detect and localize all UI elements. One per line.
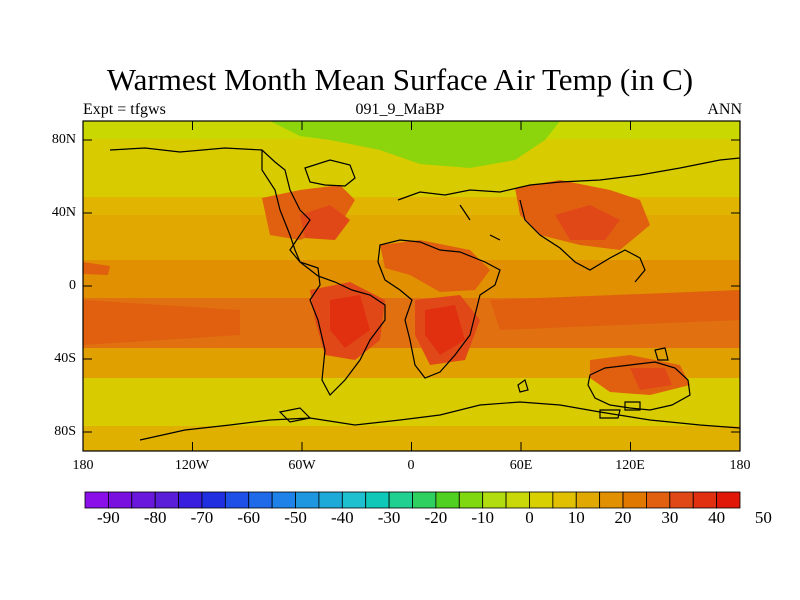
colorbar-label: -10 xyxy=(471,508,494,527)
colorbar-box xyxy=(341,491,367,509)
colorbar-label: 10 xyxy=(567,508,585,527)
australia-outline xyxy=(587,361,691,411)
colorbar-box xyxy=(529,491,554,509)
colorbar-box xyxy=(412,491,437,509)
colorbar-box xyxy=(505,491,530,509)
colorbar-box xyxy=(295,491,320,509)
colorbar-box xyxy=(622,491,647,509)
colorbar-label: -90 xyxy=(97,508,120,527)
y-tick-label: 40S xyxy=(54,351,76,366)
y-tick-label: 80S xyxy=(54,424,76,439)
season-label: ANN xyxy=(707,101,742,118)
colorbar-box xyxy=(178,491,203,509)
colorbar-label: -80 xyxy=(143,508,167,527)
x-tick-label: 0 xyxy=(407,458,415,473)
colorbar-label: -50 xyxy=(284,508,307,527)
y-tick-label: 0 xyxy=(69,278,76,293)
colorbar-box xyxy=(131,491,156,509)
colorbar-box xyxy=(646,491,671,509)
colorbar-box xyxy=(201,491,226,509)
colorbar-box xyxy=(388,491,413,509)
arctic-cold-patch xyxy=(270,121,560,168)
colorbar-box xyxy=(482,491,507,509)
x-tick-label: 180 xyxy=(72,458,94,473)
colorbar-box xyxy=(435,491,460,509)
africa-outline xyxy=(377,239,501,379)
colorbar-box xyxy=(224,491,250,509)
colorbar-box xyxy=(692,491,718,509)
y-tick-label: 40N xyxy=(51,205,76,220)
colorbar-box xyxy=(84,491,109,509)
antarctica-outline xyxy=(139,401,740,441)
y-tick-label: 80N xyxy=(51,132,76,147)
colorbar-label: 0 xyxy=(525,508,534,527)
colorbar-label: -20 xyxy=(424,508,448,527)
colorbar-box xyxy=(248,491,273,509)
y-tick-marks xyxy=(83,139,740,433)
x-tick-label: 60E xyxy=(509,458,533,473)
period-label: 091_9_MaBP xyxy=(355,101,445,118)
greenland-outline xyxy=(304,159,356,187)
temperature-field xyxy=(83,121,740,451)
colorbar-box xyxy=(599,491,624,509)
colorbar-box xyxy=(107,491,133,509)
colorbar-label: -30 xyxy=(377,508,401,527)
x-tick-label: 60W xyxy=(288,458,316,473)
colorbar-label: -60 xyxy=(237,508,261,527)
x-tick-label: 120E xyxy=(615,458,645,473)
colorbar-box xyxy=(669,491,694,509)
colorbar-label: 40 xyxy=(708,508,726,527)
americas-outline xyxy=(109,147,386,396)
colorbar-box xyxy=(365,491,390,509)
experiment-label: Expt = tfgws xyxy=(83,101,166,118)
x-tick-marks xyxy=(82,121,741,451)
colorbar-label: -40 xyxy=(330,508,354,527)
band-north-mid xyxy=(83,167,740,197)
colorbar-label: 20 xyxy=(614,508,632,527)
colorbar-label: 30 xyxy=(661,508,679,527)
band-south-high xyxy=(83,406,740,426)
map-title: Warmest Month Mean Surface Air Temp (in … xyxy=(106,62,694,97)
pacific-warm-tongue xyxy=(83,300,240,345)
colorbar-box xyxy=(154,491,179,509)
colorbar-box xyxy=(271,491,296,509)
colorbar-box xyxy=(458,491,484,509)
colorbar-box xyxy=(575,491,601,509)
colorbar-box xyxy=(318,491,343,509)
colorbar-label: -70 xyxy=(190,508,214,527)
indian-warm-tongue xyxy=(490,290,740,330)
colorbar-box xyxy=(716,491,741,509)
x-tick-label: 180 xyxy=(729,458,751,473)
x-tick-label: 120W xyxy=(174,458,210,473)
colorbar-box xyxy=(552,491,577,509)
colorbar xyxy=(84,491,741,509)
coastlines xyxy=(109,147,740,441)
eurasia-outline xyxy=(397,157,740,283)
colorbar-label: 50 xyxy=(754,508,772,527)
